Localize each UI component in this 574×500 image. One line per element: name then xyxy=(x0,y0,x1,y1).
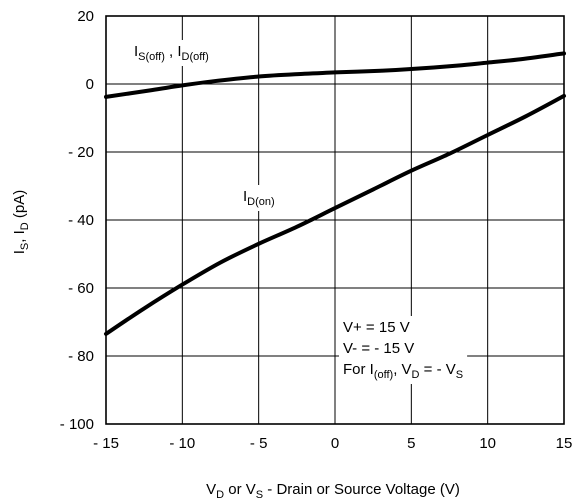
ylabel-p3: (pA) xyxy=(11,190,28,223)
series-label-on-sub: D(on) xyxy=(247,196,275,208)
plot-frame xyxy=(105,15,565,425)
ylabel-s1: S xyxy=(19,243,31,250)
y-axis-label: IS, ID (pA) xyxy=(11,190,31,255)
grid xyxy=(105,15,565,425)
ylabel-s2: D xyxy=(19,222,31,230)
x-tick-label: - 5 xyxy=(250,435,268,452)
annotation-condition: For I(off), VD = - VS xyxy=(343,361,463,381)
xlabel-s2: S xyxy=(256,489,263,500)
ylabel-p2: , I xyxy=(11,230,28,243)
label-mask xyxy=(240,185,278,211)
x-axis-label: VD or VS - Drain or Source Voltage (V) xyxy=(206,481,460,500)
x-tick-label: 10 xyxy=(479,435,496,452)
series-label-off-sub2: D(off) xyxy=(182,51,209,63)
x-tick-label: - 10 xyxy=(169,435,195,452)
x-tick-label: 5 xyxy=(407,435,415,452)
series-id-on-line xyxy=(104,93,566,336)
x-tick-label: 0 xyxy=(331,435,339,452)
annotation-vplus: V+ = 15 V xyxy=(343,319,410,336)
xlabel-rest: - Drain or Source Voltage (V) xyxy=(263,481,460,498)
ann-s3: S xyxy=(456,369,463,381)
y-tick-labels: 20 0 - 20 - 40 - 60 - 80 - 100 xyxy=(60,8,94,433)
series-label-off-sub: S(off) xyxy=(138,51,165,63)
x-tick-label: - 15 xyxy=(93,435,119,452)
y-tick-label: 20 xyxy=(77,8,94,25)
series-label-on: ID(on) xyxy=(243,188,275,208)
y-tick-label: - 40 xyxy=(68,212,94,229)
annotation-mask xyxy=(339,316,468,384)
series-label-off-main: I xyxy=(134,43,138,60)
series-label-on-main: I xyxy=(243,188,247,205)
ylabel-p1: I xyxy=(11,250,28,254)
series-label-off-mid: , I xyxy=(165,43,182,60)
y-tick-label: - 60 xyxy=(68,280,94,297)
x-tick-labels: - 15 - 10 - 5 0 5 10 15 xyxy=(93,435,572,452)
series-is-off-line xyxy=(104,51,566,99)
ann-p2: , V xyxy=(393,361,411,378)
label-mask xyxy=(131,40,212,66)
x-tick-label: 15 xyxy=(556,435,573,452)
xlabel-mid: or V xyxy=(224,481,256,498)
ann-s1: (off) xyxy=(374,369,393,381)
y-tick-label: - 100 xyxy=(60,416,94,433)
annotation-vminus: V- = - 15 V xyxy=(343,340,414,357)
y-tick-label: - 20 xyxy=(68,144,94,161)
series-label-off: IS(off) , ID(off) xyxy=(134,43,209,63)
ann-s2: D xyxy=(412,369,420,381)
y-tick-label: 0 xyxy=(86,76,94,93)
ann-p3: = - V xyxy=(420,361,456,378)
y-tick-label: - 80 xyxy=(68,348,94,365)
xlabel-s1: D xyxy=(216,489,224,500)
xlabel-main: V xyxy=(206,481,216,498)
ann-p1: For I xyxy=(343,361,374,378)
